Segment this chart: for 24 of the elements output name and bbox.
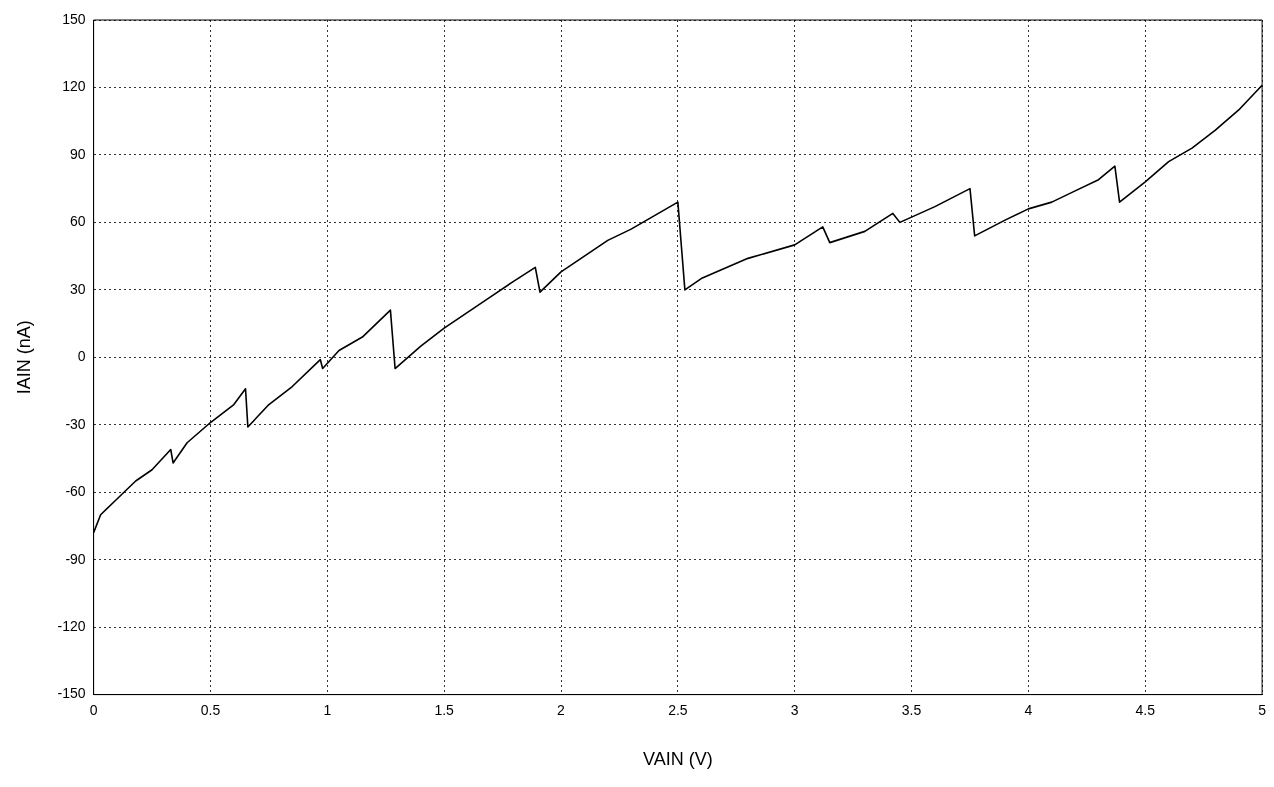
x-tick-label: 0.5 [200,701,221,718]
y-tick-label: -120 [57,618,86,634]
x-tick-label: 2 [557,701,566,718]
x-tick-label: 2.5 [668,701,688,718]
x-axis-title: VAIN (V) [643,749,713,770]
y-axis-title: IAIN (nA) [13,320,34,395]
x-tick-label: 3 [790,701,799,718]
y-tick-label: 120 [62,78,86,95]
x-tick-label: 3.5 [901,701,922,718]
y-tick-label: 150 [62,10,86,27]
x-tick-label: 4 [1024,701,1033,718]
x-tick-label: 1.5 [434,701,455,718]
y-tick-label: 30 [70,280,86,297]
y-tick-label: 0 [77,348,86,365]
y-tick-label: -30 [65,415,86,432]
y-tick-label: 90 [70,145,86,162]
x-tick-label: 5 [1258,701,1267,718]
y-tick-label: -150 [57,685,86,702]
x-tick-label: 1 [323,701,332,718]
x-tick-label: 0 [89,701,98,718]
y-tick-label: -90 [65,550,86,567]
y-tick-label: 60 [70,213,86,230]
y-tick-label: -60 [65,483,86,500]
x-tick-label: 4.5 [1135,701,1156,718]
